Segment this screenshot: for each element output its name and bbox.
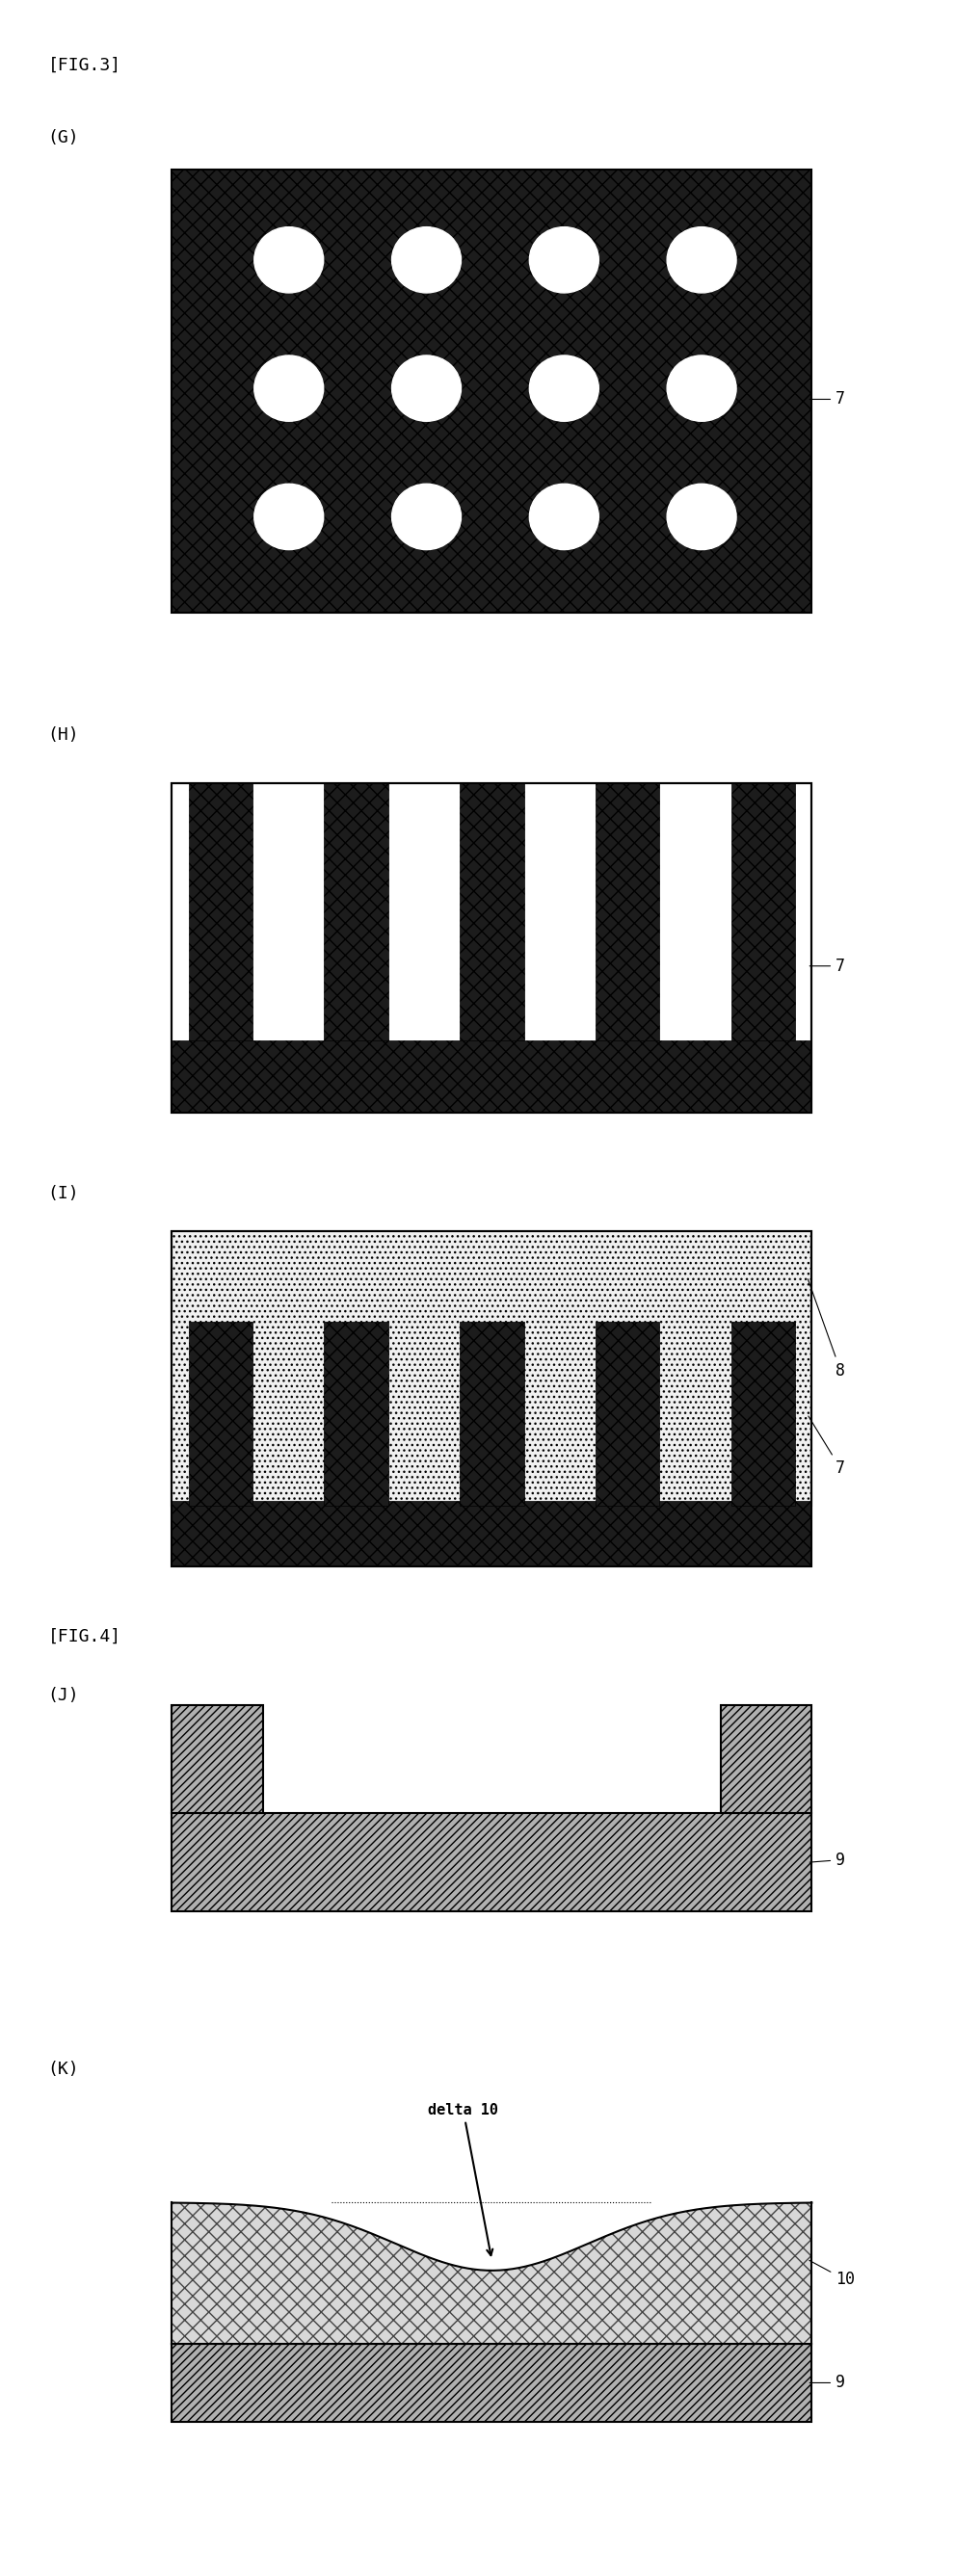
Bar — [172, 1231, 812, 1566]
Bar — [732, 783, 796, 1041]
Ellipse shape — [667, 227, 736, 294]
Bar — [596, 783, 660, 1041]
Ellipse shape — [254, 484, 324, 549]
Bar — [172, 1502, 812, 1566]
Ellipse shape — [529, 227, 599, 294]
Text: (H): (H) — [48, 726, 79, 744]
Bar — [172, 1814, 812, 1911]
Text: 9: 9 — [810, 2375, 845, 2391]
Bar — [172, 783, 812, 1113]
Text: [FIG.4]: [FIG.4] — [48, 1628, 121, 1646]
Bar — [172, 170, 812, 613]
Text: delta 10: delta 10 — [428, 2102, 499, 2257]
Bar — [721, 1705, 812, 1814]
Bar — [188, 783, 252, 1041]
Bar — [172, 1705, 263, 1814]
Text: (J): (J) — [48, 1687, 79, 1705]
Bar — [172, 2344, 812, 2421]
Text: 7: 7 — [810, 392, 845, 407]
Ellipse shape — [392, 355, 461, 422]
Text: (G): (G) — [48, 129, 79, 147]
Ellipse shape — [529, 355, 599, 422]
Text: (I): (I) — [48, 1185, 79, 1203]
Bar — [460, 1321, 523, 1507]
Text: 8: 8 — [808, 1280, 845, 1378]
Bar — [324, 1321, 388, 1507]
Text: 9: 9 — [810, 1852, 845, 1868]
Text: (K): (K) — [48, 2061, 79, 2079]
Ellipse shape — [529, 484, 599, 549]
Bar — [172, 1231, 812, 1507]
Text: 7: 7 — [808, 1417, 845, 1476]
Polygon shape — [172, 2202, 812, 2344]
Bar — [324, 783, 388, 1041]
Text: [FIG.3]: [FIG.3] — [48, 57, 121, 75]
Ellipse shape — [392, 227, 461, 294]
Ellipse shape — [254, 355, 324, 422]
Bar — [732, 1321, 796, 1507]
Bar — [172, 1041, 812, 1113]
Bar — [172, 783, 812, 1113]
Ellipse shape — [254, 227, 324, 294]
Text: 10: 10 — [809, 2259, 855, 2287]
Text: 7: 7 — [810, 958, 845, 974]
Ellipse shape — [392, 484, 461, 549]
Ellipse shape — [667, 355, 736, 422]
Bar — [596, 1321, 660, 1507]
Bar — [460, 783, 523, 1041]
Ellipse shape — [667, 484, 736, 549]
Bar — [188, 1321, 252, 1507]
